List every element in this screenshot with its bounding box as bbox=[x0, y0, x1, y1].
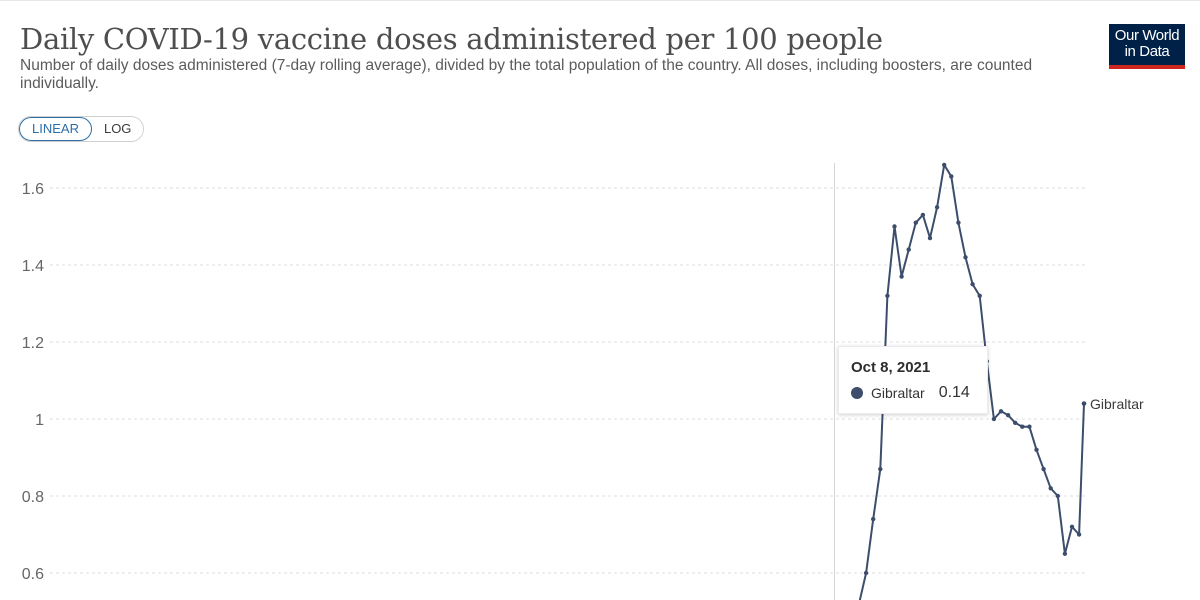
data-point bbox=[1034, 447, 1039, 452]
data-point bbox=[863, 570, 869, 576]
series-layer bbox=[858, 162, 1087, 600]
top-border bbox=[0, 0, 1200, 5]
y-tick-label: 1.4 bbox=[22, 258, 44, 275]
grid-layer: 0.6 0.8 1 1.2 1.4 1.6 bbox=[22, 181, 1085, 583]
hover-tooltip: Oct 8, 2021 Gibraltar 0.14 bbox=[838, 346, 988, 414]
data-point bbox=[1027, 424, 1032, 429]
linear-scale-button[interactable]: LINEAR bbox=[19, 117, 92, 141]
owid-logo[interactable]: Our World in Data bbox=[1109, 24, 1185, 69]
series-end-label: Gibraltar bbox=[1090, 396, 1144, 412]
data-point bbox=[1076, 532, 1082, 537]
data-point bbox=[998, 409, 1004, 414]
data-point bbox=[963, 255, 968, 260]
series-color-dot bbox=[851, 387, 863, 399]
data-point bbox=[991, 416, 997, 422]
data-point bbox=[899, 274, 904, 279]
y-tick-label: 1.2 bbox=[22, 335, 44, 352]
chart-subtitle: Number of daily doses administered (7-da… bbox=[20, 57, 1033, 92]
data-point bbox=[1055, 493, 1061, 499]
tooltip-row: Gibraltar 0.14 bbox=[851, 384, 975, 402]
data-point bbox=[949, 174, 954, 179]
logo-line-2: in Data bbox=[1124, 43, 1170, 60]
log-scale-button[interactable]: LOG bbox=[91, 117, 144, 141]
data-point bbox=[970, 282, 975, 287]
data-point bbox=[942, 162, 947, 168]
data-point bbox=[927, 235, 933, 241]
tooltip-series-name: Gibraltar bbox=[871, 385, 925, 401]
scale-toggle: LINEAR LOG bbox=[18, 116, 145, 142]
data-point bbox=[1081, 401, 1087, 406]
data-point bbox=[1062, 551, 1068, 556]
data-point bbox=[1013, 420, 1018, 426]
data-point bbox=[1041, 466, 1046, 472]
data-point bbox=[878, 466, 883, 472]
y-tick-label: 1 bbox=[35, 412, 44, 429]
y-tick-label: 0.6 bbox=[22, 566, 44, 583]
logo-line-1: Our World bbox=[1114, 27, 1180, 44]
data-point bbox=[892, 224, 897, 229]
y-tick-label: 1.6 bbox=[22, 181, 44, 198]
data-point bbox=[1005, 412, 1011, 418]
chart-title: Daily COVID-19 vaccine doses administere… bbox=[20, 22, 883, 56]
tooltip-value: 0.14 bbox=[938, 384, 970, 401]
logo-accent-bar bbox=[1109, 65, 1185, 69]
data-point bbox=[1069, 524, 1075, 529]
data-point bbox=[906, 247, 911, 252]
data-point bbox=[956, 220, 961, 225]
tooltip-date: Oct 8, 2021 bbox=[851, 359, 931, 376]
data-point bbox=[977, 293, 982, 298]
data-point bbox=[913, 220, 918, 225]
data-point bbox=[885, 293, 890, 298]
data-point bbox=[871, 516, 876, 522]
data-point bbox=[920, 212, 926, 218]
y-tick-label: 0.8 bbox=[22, 489, 44, 506]
data-point bbox=[1020, 424, 1025, 429]
data-point bbox=[934, 205, 940, 210]
data-point bbox=[1048, 486, 1053, 491]
